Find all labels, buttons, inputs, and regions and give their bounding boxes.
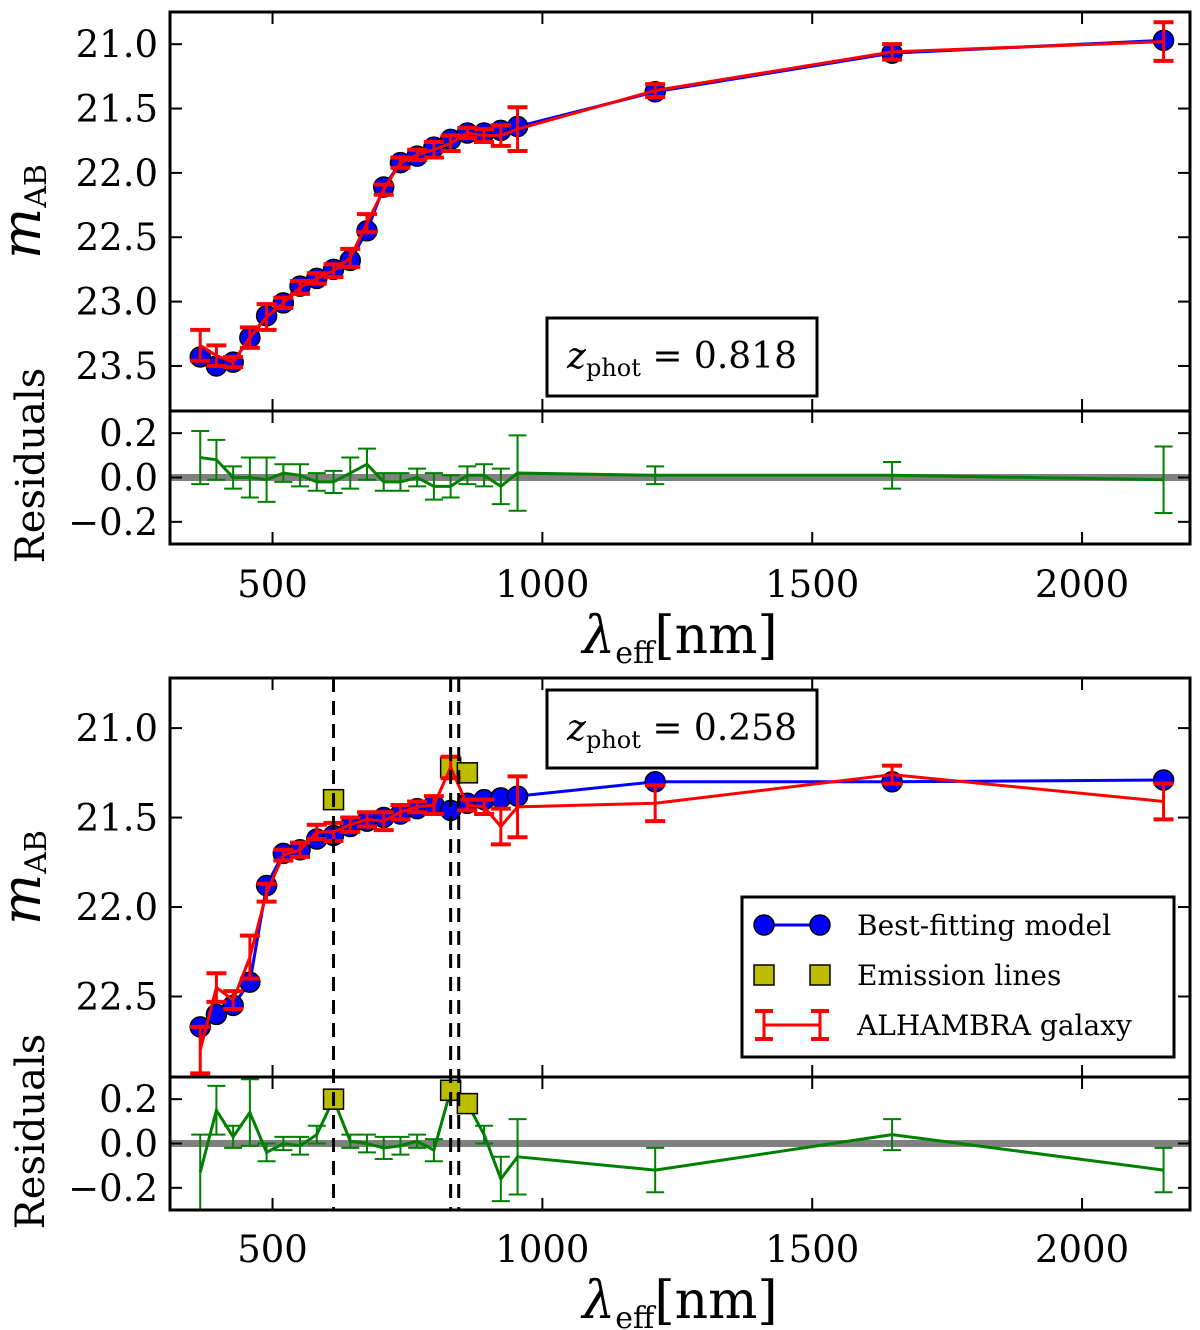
- zphot-value: = 0.818: [641, 336, 797, 377]
- ytick-label: 22.0: [76, 152, 158, 195]
- y-axis-label-sub: AB: [19, 164, 54, 209]
- residual-ytick-label: 0.0: [99, 1123, 158, 1166]
- y-axis-label-main: m: [0, 874, 53, 925]
- residual-ytick-label: −0.2: [68, 1167, 158, 1210]
- top-plot-area: [189, 20, 1175, 377]
- xtick-label: 1500: [765, 1228, 859, 1271]
- xtick-label: 500: [237, 1228, 308, 1271]
- ytick-label: 21.0: [76, 23, 158, 66]
- ytick-label: 21.5: [76, 797, 158, 840]
- ytick-label: 21.0: [76, 707, 158, 750]
- zphot-box: [545, 688, 819, 770]
- residual-plot-area: [170, 1078, 1190, 1210]
- legend-marker: [753, 964, 775, 986]
- zphot-label: zphot = 0.258: [566, 708, 797, 754]
- top-plot-area: [189, 754, 1175, 1076]
- residual-ytick-label: 0.0: [99, 457, 158, 500]
- legend-label: Emission lines: [857, 959, 1061, 992]
- x-axis-label: λeff[nm]: [580, 606, 777, 671]
- residuals-axis-label: Residuals: [8, 368, 54, 564]
- zphot-sub: phot: [586, 354, 641, 382]
- xtick-label: 1000: [495, 563, 589, 606]
- x-axis-label-main: λ: [580, 606, 615, 666]
- xtick-label: 1500: [765, 563, 859, 606]
- panel-1: 21.0 21.5 22.0 22.5 23.0 23.5 0.20.0−0.2 500 100…: [0, 10, 1192, 671]
- ytick-label: 23.0: [76, 281, 158, 324]
- xtick-label: 500: [237, 563, 308, 606]
- residual-ytick-label: −0.2: [68, 501, 158, 544]
- x-axis-label-sub: eff: [615, 1301, 657, 1330]
- residual-plot-area: [170, 429, 1190, 514]
- ytick-label: 21.5: [76, 88, 158, 131]
- legend-label: ALHAMBRA galaxy: [856, 1009, 1132, 1042]
- x-axis-label-unit: [nm]: [654, 1271, 777, 1330]
- legend-marker: [809, 964, 831, 986]
- ytick-label: 22.5: [76, 975, 158, 1018]
- xtick-label: 1000: [495, 1228, 589, 1271]
- residual-line: [200, 456, 1164, 489]
- zphot-label: zphot = 0.818: [566, 336, 797, 382]
- x-axis-label: λeff[nm]: [580, 1271, 777, 1330]
- panel-2: 21.0 21.5 22.0 22.5 0.20.0−0.2 500 1000 1500 200…: [0, 676, 1192, 1330]
- y-axis-label: mAB: [0, 830, 54, 925]
- data-line: [199, 40, 1164, 364]
- y-axis-label-main: m: [0, 208, 53, 259]
- legend-marker: [753, 914, 775, 936]
- ytick-label: 22.5: [76, 216, 158, 259]
- zphot-sub: phot: [586, 726, 641, 754]
- x-axis-label-sub: eff: [615, 636, 657, 671]
- zphot-symbol: z: [566, 336, 587, 377]
- ytick-label: 22.0: [76, 886, 158, 929]
- residual-ytick-label: 0.2: [99, 412, 158, 455]
- emission-residual-point: [456, 1092, 479, 1115]
- legend-marker: [809, 914, 831, 936]
- x-axis-label-main: λ: [580, 1271, 615, 1330]
- residuals-axis-label: Residuals: [8, 1034, 54, 1230]
- y-axis-label-sub: AB: [19, 830, 54, 875]
- zphot-symbol: z: [566, 708, 587, 749]
- x-axis-label-unit: [nm]: [654, 606, 777, 666]
- legend-label: Best-fitting model: [857, 909, 1111, 942]
- xtick-label: 2000: [1035, 563, 1129, 606]
- zphot-value: = 0.258: [641, 708, 797, 749]
- residual-ytick-label: 0.2: [99, 1078, 158, 1121]
- ytick-label: 23.5: [76, 345, 158, 388]
- zphot-box: [545, 316, 819, 398]
- xtick-label: 2000: [1035, 1228, 1129, 1271]
- y-axis-label: mAB: [0, 164, 54, 259]
